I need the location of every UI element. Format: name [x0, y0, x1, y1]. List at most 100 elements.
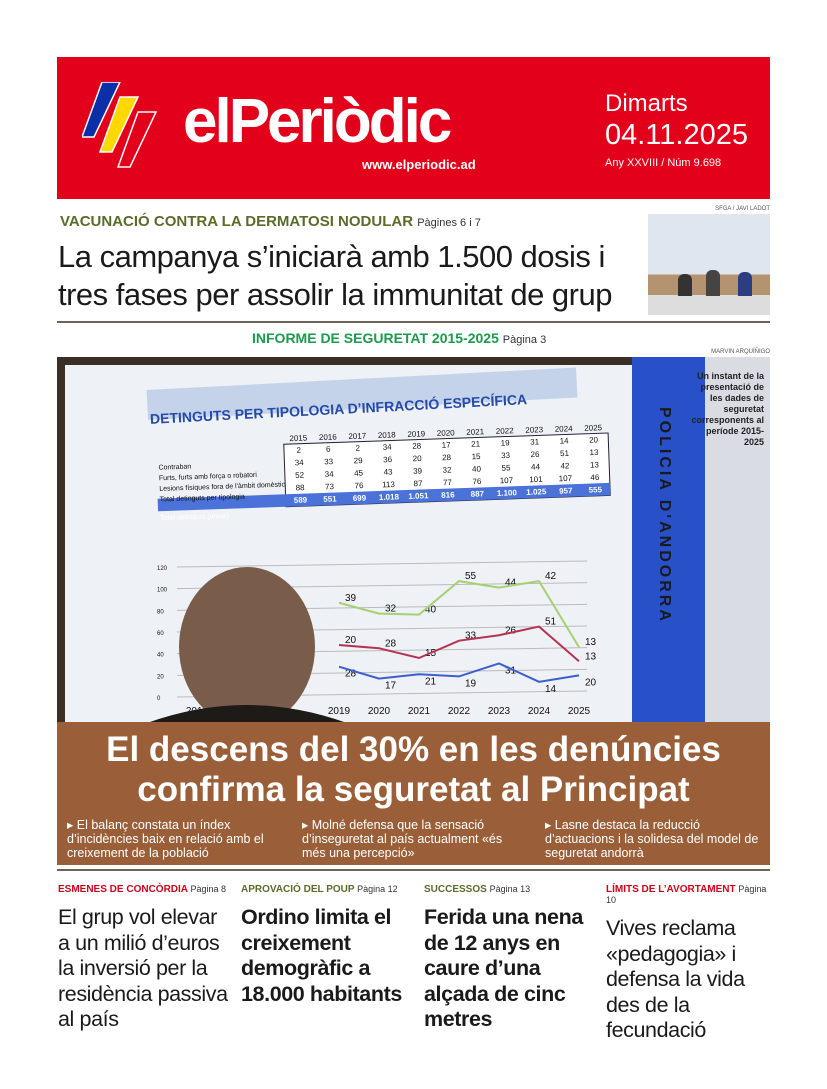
table-cell: 20 — [413, 454, 423, 463]
headline-line: El descens del 30% en les denúncies — [106, 730, 721, 769]
table-cell: 816 — [441, 490, 455, 499]
top-story-kicker: VACUNACIÓ CONTRA LA DERMATOSI NODULAR Pà… — [60, 213, 481, 230]
series-line — [338, 579, 580, 648]
x-tick-label: 2023 — [488, 706, 511, 717]
lead-headline[interactable]: El descens del 30% en les denúncies confi… — [57, 730, 770, 810]
data-label: 20 — [345, 635, 357, 646]
x-tick-label: 2024 — [528, 706, 551, 717]
issue-date: 04.11.2025 — [605, 119, 748, 151]
brief-story[interactable]: SUCCESSOS Pàgina 13 Ferida una nena de 12… — [424, 884, 594, 1033]
table-cell: 34 — [324, 470, 334, 479]
table-cell: 2 — [355, 444, 360, 453]
x-tick-label: 2019 — [328, 706, 351, 717]
table-cell: 1.100 — [497, 488, 518, 498]
table-cell: 33 — [501, 451, 511, 460]
table-cell: 87 — [413, 479, 423, 488]
person-figure — [706, 270, 720, 296]
table-cell: 15 — [471, 452, 481, 461]
brief-headline: Ferida una nena de 12 anys en caure d’un… — [424, 905, 583, 1031]
y-tick-label: 40 — [157, 653, 164, 659]
y-tick-label: 120 — [157, 566, 168, 572]
table-header-cell: 2021 — [466, 427, 485, 437]
page-ref: Pàgina 3 — [502, 334, 547, 346]
table-row-label: Total detinguts per tipologia — [160, 494, 246, 504]
brief-headline: Ordino limita el creixement demogràfic a… — [241, 905, 402, 1006]
table-cell: 44 — [531, 462, 541, 471]
website-url[interactable]: www.elperiodic.ad — [362, 157, 476, 172]
logo: elPeriòdic — [183, 87, 452, 156]
table-cell: 887 — [471, 489, 485, 498]
data-label: 26 — [505, 625, 517, 636]
data-label: 44 — [505, 578, 517, 589]
x-tick-label: 2020 — [368, 706, 391, 717]
table-cell: 36 — [383, 455, 393, 464]
brief-story[interactable]: LÍMITS DE L’AVORTAMENT Pàgina 10 Vives re… — [606, 884, 776, 1044]
brief-headline: El grup vol elevar a un milió d’euros la… — [58, 905, 228, 1031]
page-ref: Pàgines 6 i 7 — [417, 217, 481, 229]
table-cell: 31 — [530, 437, 540, 446]
data-label: 17 — [385, 681, 397, 692]
brief-story[interactable]: ESMENES DE CONCÒRDIA Pàgina 8 El grup vol… — [58, 884, 228, 1033]
table-cell: 2 — [296, 446, 301, 455]
data-label: 32 — [385, 604, 397, 615]
brief-kicker: APROVACIÓ DEL POUP Pàgina 12 — [241, 884, 411, 895]
photo-credit: SFGA / JAVI LADOT — [715, 206, 770, 212]
data-label: 13 — [585, 637, 597, 648]
photo-caption: Un instant de la presentació de les dade… — [691, 371, 764, 447]
bullet-text: Molné defensa que la sensació d’insegure… — [302, 818, 503, 860]
table-cell: 42 — [560, 461, 570, 470]
kicker-text: VACUNACIÓ CONTRA LA DERMATOSI NODULAR — [60, 213, 414, 230]
table-row-label: Total detinguts (anual) — [160, 513, 229, 522]
table-header-cell: 2025 — [584, 423, 603, 433]
presentation-slide: DETINGUTS PER TIPOLOGIA D’INFRACCIÓ ESPE… — [65, 357, 770, 723]
table-cell: 40 — [472, 464, 482, 473]
top-story-headline[interactable]: La campanya s’iniciarà amb 1.500 dosis i… — [58, 239, 612, 312]
table-cell: 101 — [529, 475, 543, 484]
y-tick-label: 0 — [157, 696, 161, 702]
data-label: 51 — [545, 617, 557, 628]
y-tick-label: 20 — [157, 674, 164, 680]
x-tick-label: 2025 — [568, 706, 591, 717]
table-cell: 551 — [323, 494, 337, 503]
photo-credit: MARVIN ARQUÍÑIGO — [711, 349, 770, 355]
divider — [57, 869, 770, 871]
lead-story-band: El descens del 30% en les denúncies confi… — [57, 722, 770, 865]
data-label: 40 — [425, 605, 437, 616]
table-cell: 555 — [588, 485, 602, 494]
kicker-text: INFORME DE SEGURETAT 2015-2025 — [252, 330, 499, 346]
table-cell: 32 — [442, 465, 452, 474]
logo-stripes — [82, 82, 158, 168]
table-cell: 21 — [471, 439, 481, 448]
table-cell: 20 — [589, 435, 599, 444]
table-cell: 73 — [325, 482, 335, 491]
x-tick-label: 2021 — [408, 706, 431, 717]
person-head — [179, 567, 315, 723]
page-ref: Pàgina 12 — [357, 884, 398, 894]
bullet-point: ▸ Lasne destaca la reducció d’actuacions… — [545, 818, 759, 860]
kicker-text: LÍMITS DE L’AVORTAMENT — [606, 884, 736, 895]
table-cell: 34 — [295, 458, 305, 467]
table-cell: 17 — [442, 440, 452, 449]
bullet-point: ▸ Molné defensa que la sensació d’insegu… — [302, 818, 503, 860]
brief-kicker: LÍMITS DE L’AVORTAMENT Pàgina 10 — [606, 884, 776, 906]
table-header-cell: 2015 — [289, 433, 308, 443]
table-cell: 1.051 — [408, 491, 429, 501]
data-label: 55 — [465, 571, 477, 582]
page-ref: Pàgina 10 — [606, 884, 767, 905]
series-line — [338, 662, 580, 683]
table-cell: 957 — [559, 486, 573, 495]
data-label: 28 — [345, 669, 357, 680]
top-story-photo[interactable] — [648, 214, 770, 315]
table-header-cell: 2017 — [348, 431, 367, 441]
brief-story[interactable]: APROVACIÓ DEL POUP Pàgina 12 Ordino limit… — [241, 884, 411, 1007]
bullet-text: Lasne destaca la reducció d’actuacions i… — [545, 818, 759, 860]
kicker-text: APROVACIÓ DEL POUP — [241, 884, 355, 895]
gridline — [176, 560, 588, 568]
main-story-photo[interactable]: DETINGUTS PER TIPOLOGIA D’INFRACCIÓ ESPE… — [57, 357, 770, 723]
y-tick-label: 100 — [157, 588, 168, 594]
table-header-cell: 2019 — [407, 429, 426, 439]
page-ref: Pàgina 8 — [190, 884, 226, 894]
table-header-cell: 2016 — [319, 432, 338, 442]
masthead: elPeriòdic www.elperiodic.ad Dimarts 04.… — [57, 57, 770, 199]
data-label: 20 — [585, 677, 597, 688]
